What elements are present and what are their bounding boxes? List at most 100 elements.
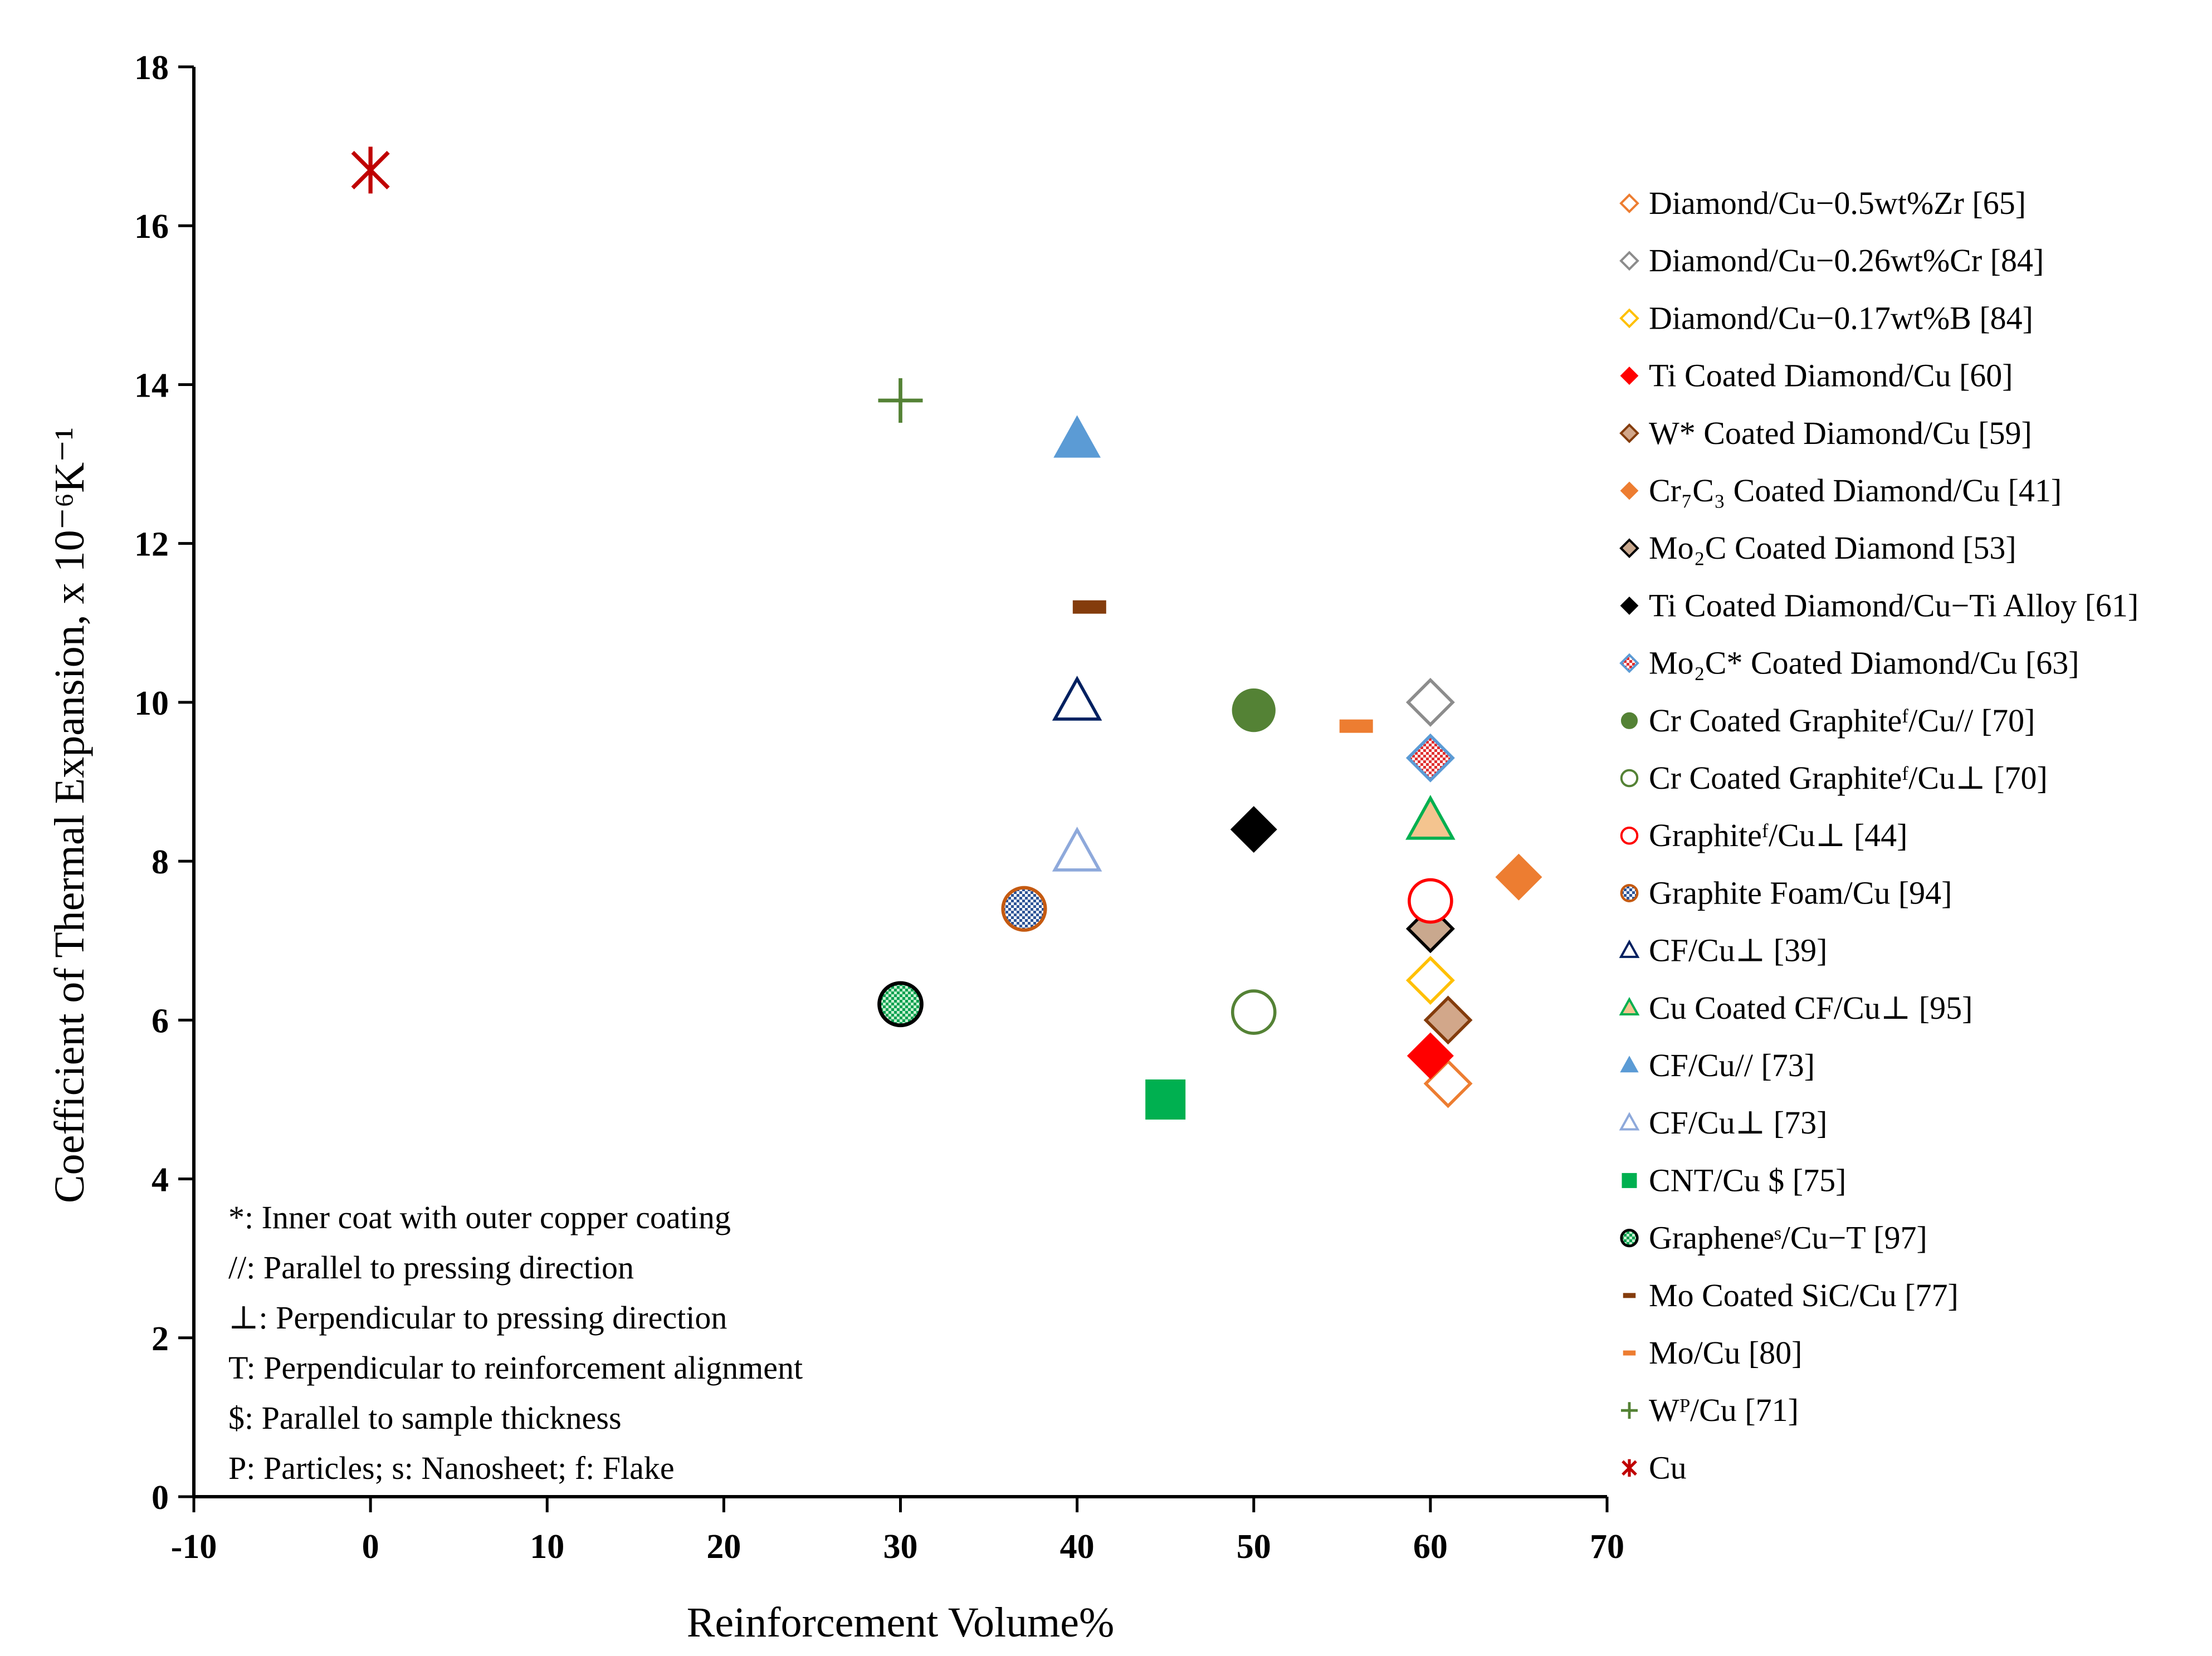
x-tick-label: 40 xyxy=(1060,1528,1095,1566)
note-line: ⊥: Perpendicular to pressing direction xyxy=(228,1300,727,1336)
legend-marker xyxy=(1620,826,1639,845)
note-line: //: Parallel to pressing direction xyxy=(228,1249,634,1286)
legend-item: Mo/Cu [80] xyxy=(1623,1335,1803,1371)
legend-label: Mo Coated SiC/Cu [77] xyxy=(1649,1277,1959,1313)
legend-label: CNT/Cu $ [75] xyxy=(1649,1162,1846,1198)
legend-marker xyxy=(1619,1112,1640,1131)
legend-marker xyxy=(1620,1228,1639,1248)
data-point xyxy=(1405,956,1455,1005)
y-axis-title: Coefficient of Thermal Expansion, x 10⁻⁶… xyxy=(46,427,93,1203)
legend-label: CF/Cu⊥ [39] xyxy=(1649,932,1827,969)
data-point xyxy=(1052,827,1102,872)
legend-item: Diamond/Cu−0.5wt%Zr [65] xyxy=(1619,185,2026,221)
note-line: $: Parallel to sample thickness xyxy=(228,1400,622,1436)
data-point xyxy=(1230,989,1277,1035)
legend-marker xyxy=(1619,308,1639,329)
legend-label: Cr₇C₃ Coated Diamond/Cu [41] xyxy=(1649,472,2062,509)
x-tick-label: 50 xyxy=(1237,1528,1271,1566)
y-tick-label: 0 xyxy=(152,1479,169,1517)
x-tick-label: 0 xyxy=(362,1528,379,1566)
legend-item: Diamond/Cu−0.26wt%Cr [84] xyxy=(1619,242,2044,279)
legend-item: Cr Coated Graphiteᶠ/Cu// [70] xyxy=(1620,702,2035,739)
legend-label: Cu Coated CF/Cu⊥ [95] xyxy=(1649,990,1972,1026)
legend-marker xyxy=(1622,1459,1637,1477)
y-tick-label: 14 xyxy=(134,367,169,404)
data-point xyxy=(878,378,923,423)
legend-item: CF/Cu⊥ [39] xyxy=(1619,932,1827,969)
legend-marker xyxy=(1622,1173,1637,1188)
legend-label: Mo₂C Coated Diamond [53] xyxy=(1649,530,2016,566)
legend-marker xyxy=(1620,367,1639,385)
y-tick-label: 4 xyxy=(152,1161,169,1199)
y-tick-label: 6 xyxy=(152,1002,169,1040)
data-point xyxy=(1001,886,1047,932)
legend-item: Ti Coated Diamond/Cu [60] xyxy=(1620,358,2013,394)
legend-marker xyxy=(1620,596,1639,615)
data-point xyxy=(1052,676,1102,721)
data-point xyxy=(1230,806,1277,853)
legend-marker xyxy=(1619,653,1639,673)
legend-label: Cu xyxy=(1649,1449,1687,1486)
legend-item: Cu Coated CF/Cu⊥ [95] xyxy=(1619,990,1972,1026)
legend-item: Mo₂C Coated Diamond [53] xyxy=(1619,530,2016,566)
data-point xyxy=(1408,878,1453,924)
legend-marker xyxy=(1619,538,1639,559)
x-tick-label: 10 xyxy=(530,1528,564,1566)
data-point xyxy=(1145,1079,1186,1120)
legend-item: Cr₇C₃ Coated Diamond/Cu [41] xyxy=(1620,472,2062,509)
legend-label: Wᴾ/Cu [71] xyxy=(1649,1392,1799,1428)
y-tick-label: 12 xyxy=(134,526,169,564)
x-axis-title: Reinforcement Volume% xyxy=(687,1599,1115,1646)
data-point xyxy=(1405,733,1455,783)
legend-label: Cr Coated Graphiteᶠ/Cu⊥ [70] xyxy=(1649,760,2048,796)
legend-label: CF/Cu// [73] xyxy=(1649,1047,1815,1083)
data-point xyxy=(1072,600,1106,614)
legend-item: Mo₂C* Coated Diamond/Cu [63] xyxy=(1619,645,2079,681)
data-point xyxy=(1495,853,1542,901)
data-points xyxy=(351,146,1542,1120)
data-point xyxy=(877,981,924,1028)
x-tick-label: -10 xyxy=(171,1528,217,1566)
legend-label: Ti Coated Diamond/Cu [60] xyxy=(1649,358,2013,394)
legend-label: CF/Cu⊥ [73] xyxy=(1649,1105,1827,1141)
legend-label: Diamond/Cu−0.5wt%Zr [65] xyxy=(1649,185,2026,221)
legend-item: CF/Cu⊥ [73] xyxy=(1619,1105,1827,1141)
y-tick-label: 8 xyxy=(152,843,169,881)
legend-marker xyxy=(1620,712,1638,729)
legend-marker xyxy=(1619,423,1639,443)
legend-item: CF/Cu// [73] xyxy=(1620,1047,1815,1083)
y-tick-label: 16 xyxy=(134,208,169,246)
legend-item: Mo Coated SiC/Cu [77] xyxy=(1623,1277,1959,1313)
legend-item: Diamond/Cu−0.17wt%B [84] xyxy=(1619,300,2033,336)
legend-marker xyxy=(1620,883,1639,902)
legend-marker xyxy=(1621,1402,1638,1419)
legend-item: Graphite Foam/Cu [94] xyxy=(1620,875,1952,911)
legend-label: Ti Coated Diamond/Cu−Ti Alloy [61] xyxy=(1649,587,2138,623)
legend-item: CNT/Cu $ [75] xyxy=(1622,1162,1846,1198)
legend-marker xyxy=(1619,996,1640,1016)
note-line: P: Particles; s: Nanosheet; f: Flake xyxy=(228,1450,675,1486)
data-point xyxy=(1423,995,1473,1045)
y-tick-label: 18 xyxy=(134,49,169,87)
legend-label: Cr Coated Graphiteᶠ/Cu// [70] xyxy=(1649,702,2035,739)
legend-label: Graphite Foam/Cu [94] xyxy=(1649,875,1952,911)
data-point xyxy=(1407,1032,1454,1079)
data-point xyxy=(1232,688,1276,732)
legend-marker xyxy=(1620,769,1639,788)
legend-marker xyxy=(1619,193,1639,213)
legend-item: Grapheneˢ/Cu−T [97] xyxy=(1620,1220,1927,1256)
y-tick-label: 10 xyxy=(134,685,169,722)
legend-item: Cr Coated Graphiteᶠ/Cu⊥ [70] xyxy=(1620,760,2048,796)
y-tick-label: 2 xyxy=(152,1320,169,1358)
x-tick-label: 70 xyxy=(1590,1528,1624,1566)
note-line: *: Inner coat with outer copper coating xyxy=(228,1199,731,1235)
legend-item: Ti Coated Diamond/Cu−Ti Alloy [61] xyxy=(1620,587,2138,623)
data-point xyxy=(351,146,390,194)
legend-item: Graphiteᶠ/Cu⊥ [44] xyxy=(1620,817,1907,853)
data-point xyxy=(1339,719,1373,733)
x-tick-label: 20 xyxy=(706,1528,741,1566)
notes-box: *: Inner coat with outer copper coating /… xyxy=(228,1199,803,1486)
legend: Diamond/Cu−0.5wt%Zr [65] Diamond/Cu−0.26w… xyxy=(1619,185,2138,1486)
